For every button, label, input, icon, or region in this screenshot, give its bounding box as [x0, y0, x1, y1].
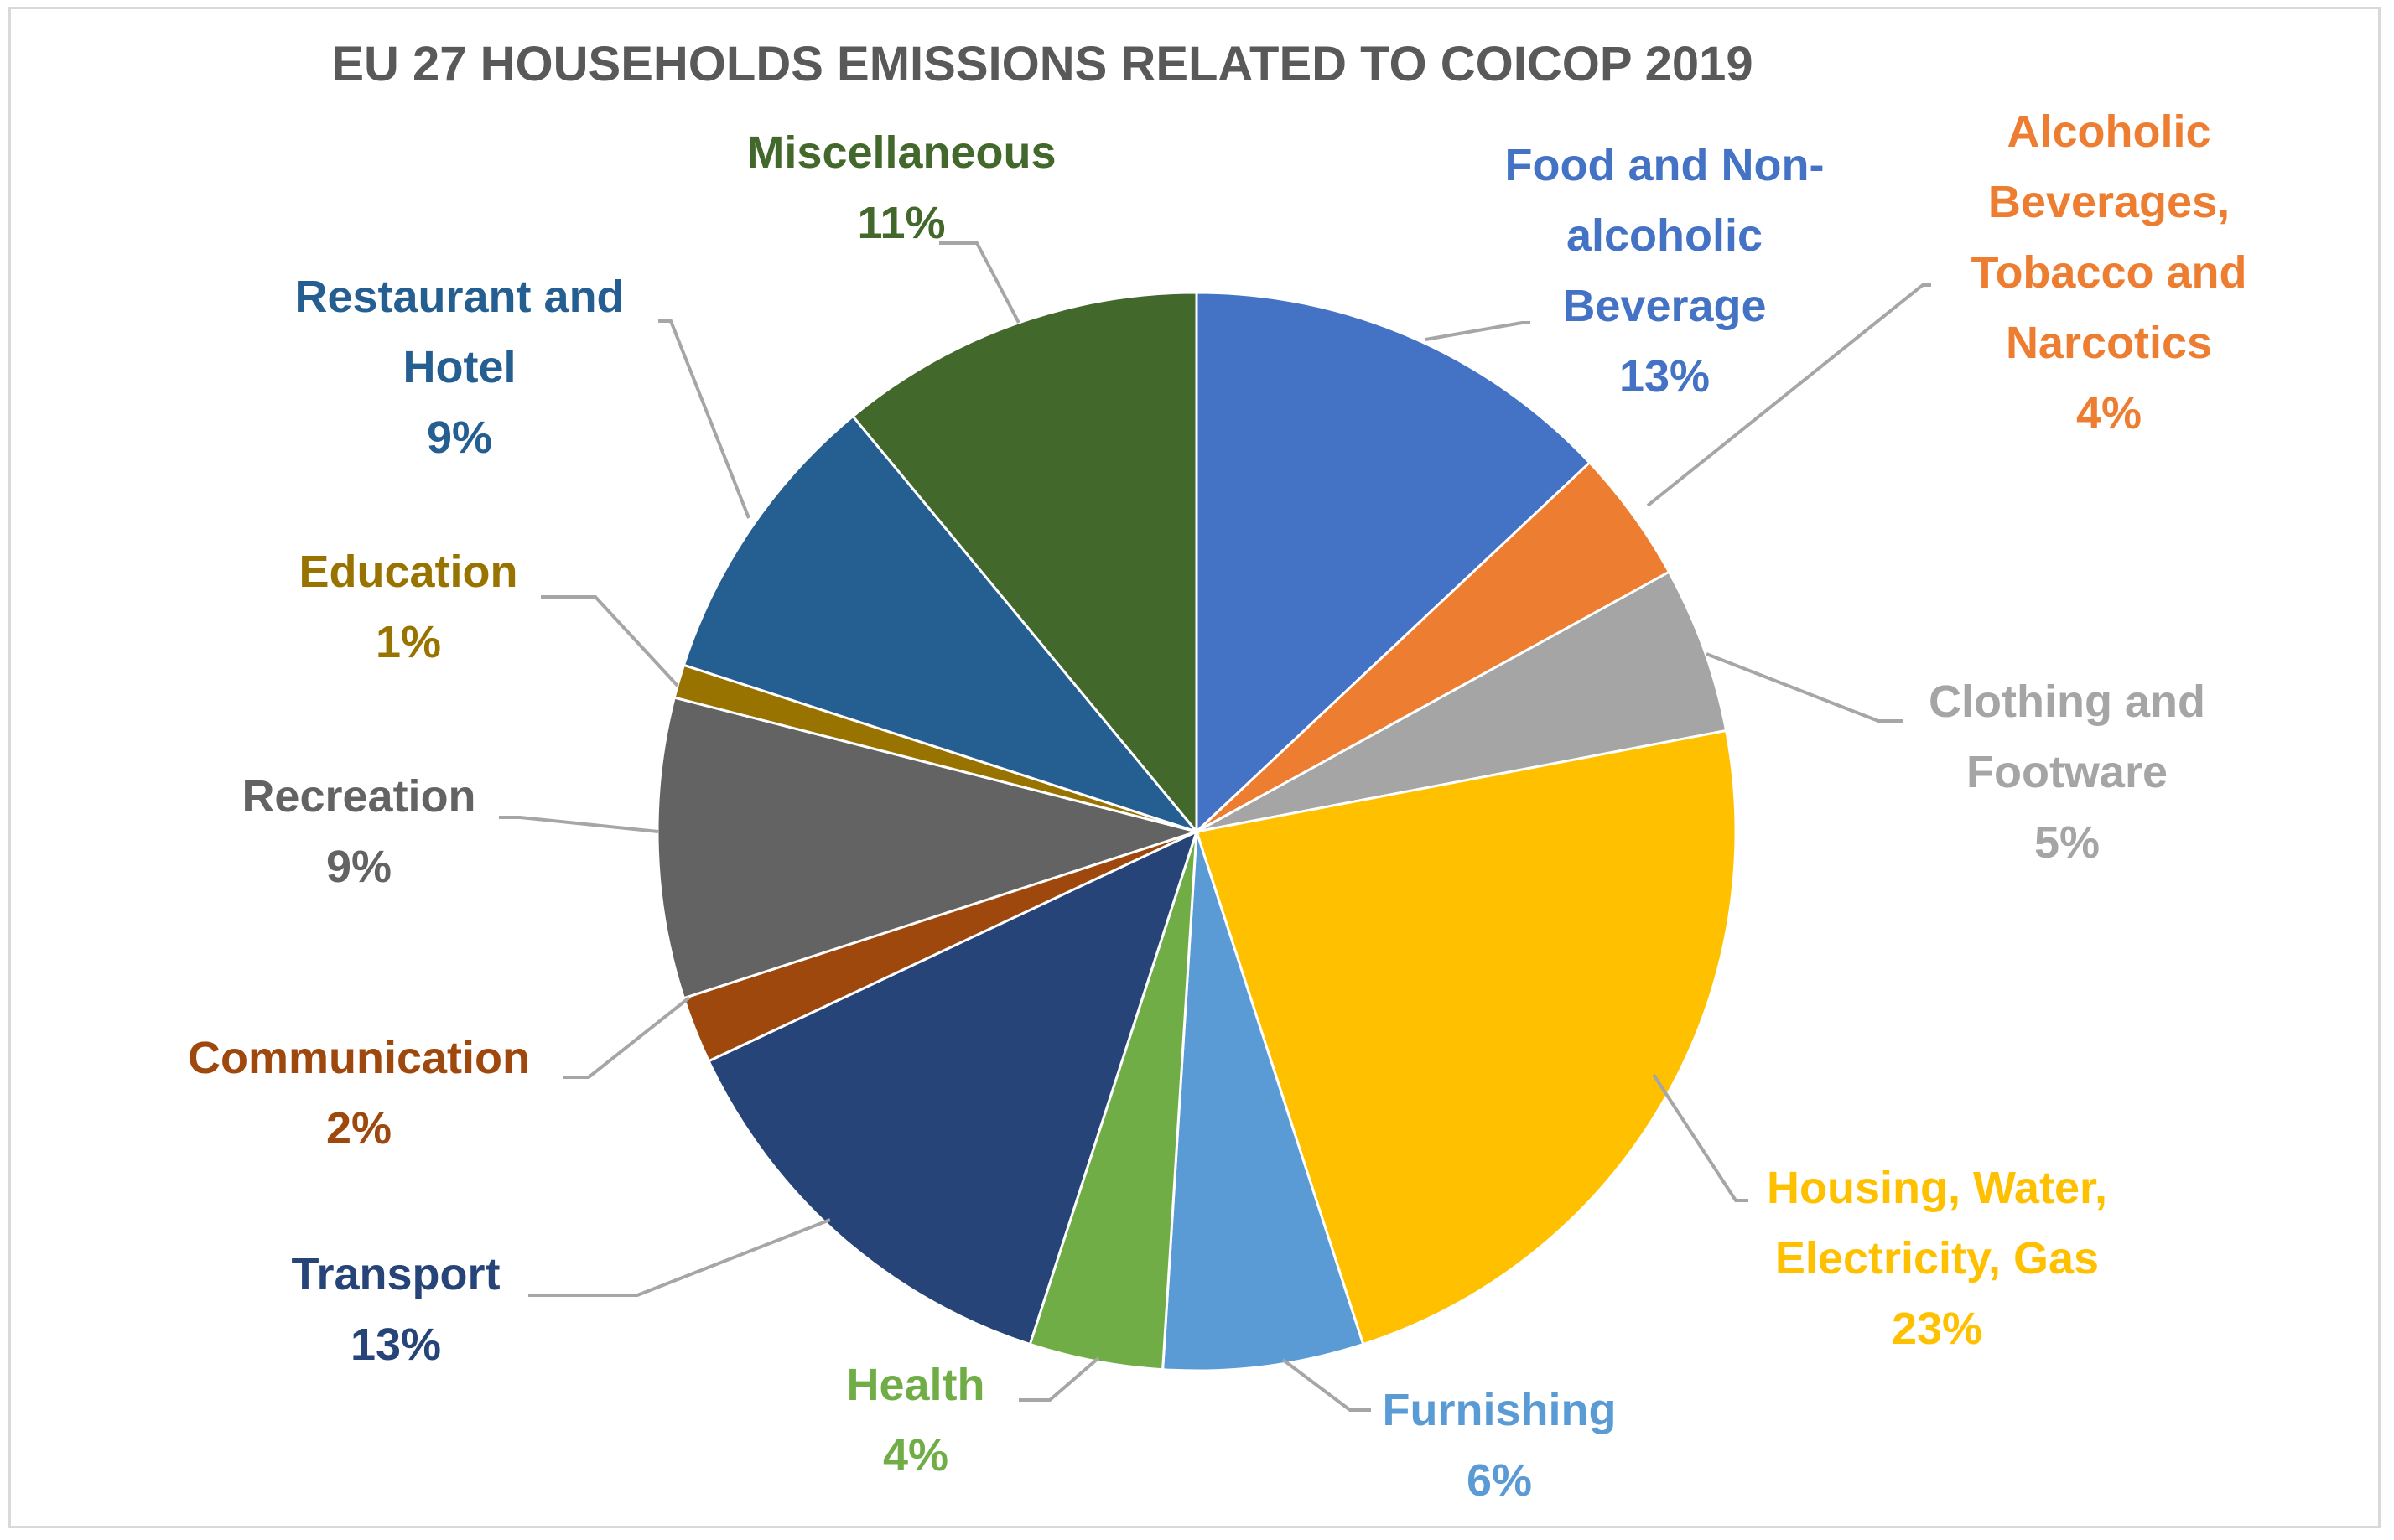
data-label-line-furnishing: Furnishing	[1383, 1385, 1617, 1435]
data-label-value-education: 1%	[376, 617, 441, 667]
data-label-line-recreation: Recreation	[241, 771, 475, 822]
data-label-value-furnishing: 6%	[1467, 1455, 1532, 1506]
data-label-line-restaurant: Hotel	[403, 342, 517, 392]
leader-line-furnishing	[1281, 1358, 1371, 1412]
pie-slices	[656, 291, 1737, 1372]
data-label-health: Health 4%	[846, 1360, 984, 1480]
data-label-furnishing: Furnishing 6%	[1383, 1385, 1617, 1506]
data-label-misc: Miscellaneous 11%	[746, 127, 1056, 248]
slice-recreation	[656, 696, 1202, 1000]
leader-line-clothing	[1706, 652, 1903, 723]
data-label-line-clothing: Clothing and	[1929, 677, 2205, 727]
data-label-line-housing: Housing, Water,	[1767, 1163, 2107, 1213]
data-label-value-housing: 23%	[1892, 1304, 1982, 1354]
data-label-communication: Communication 2%	[188, 1033, 530, 1154]
slice-misc	[851, 291, 1198, 836]
data-label-value-alcohol: 4%	[2076, 388, 2142, 438]
data-label-value-communication: 2%	[326, 1103, 392, 1154]
leader-line-housing	[1652, 1073, 1748, 1202]
data-label-food: Food and Non-alcoholic Beverage 13%	[1505, 140, 1825, 402]
slice-restaurant	[682, 414, 1201, 835]
leader-line-recreation	[499, 816, 659, 833]
data-label-transport: Transport 13%	[291, 1249, 500, 1370]
data-label-restaurant: Restaurant and Hotel 9%	[294, 272, 624, 463]
leader-lines	[499, 241, 1931, 1412]
data-label-value-health: 4%	[883, 1430, 948, 1480]
data-label-line-clothing: Footware	[1966, 747, 2168, 797]
chart-title: EU 27 HOUSEHOLDS EMISSIONS RELATED TO CO…	[331, 37, 1753, 91]
data-label-clothing: Clothing and Footware 5%	[1929, 677, 2205, 868]
slice-furnishing	[1161, 831, 1365, 1372]
slice-clothing	[1196, 570, 1728, 833]
data-label-value-restaurant: 9%	[427, 412, 492, 463]
data-label-recreation: Recreation 9%	[241, 771, 475, 892]
data-label-line-housing: Electricity, Gas	[1775, 1233, 2099, 1283]
leader-line-misc	[939, 241, 1020, 324]
leader-line-alcohol	[1646, 283, 1931, 507]
data-label-housing: Housing, Water, Electricity, Gas 23%	[1767, 1163, 2107, 1354]
data-label-value-misc: 11%	[857, 198, 945, 248]
data-label-line-misc: Miscellaneous	[746, 127, 1056, 178]
data-label-value-clothing: 5%	[2034, 817, 2100, 868]
data-labels: Food and Non-alcoholic Beverage 13% Alcohol…	[188, 106, 2247, 1506]
leader-line-education	[541, 595, 679, 687]
leader-line-health	[1019, 1356, 1100, 1402]
leader-line-food	[1425, 321, 1530, 341]
data-label-line-transport: Transport	[291, 1249, 500, 1299]
slice-food	[1195, 291, 1592, 835]
data-label-line-alcohol: Beverages,	[1988, 177, 2230, 227]
data-label-line-alcohol: Alcoholic	[2007, 106, 2210, 157]
data-label-value-recreation: 9%	[326, 842, 392, 892]
data-label-line-food: Food and Non-	[1505, 140, 1825, 190]
data-label-line-alcohol: Tobacco and	[1971, 247, 2246, 298]
data-label-line-restaurant: Restaurant and	[294, 272, 624, 322]
data-label-value-food: 13%	[1619, 351, 1710, 402]
slice-transport	[707, 829, 1199, 1346]
data-label-value-transport: 13%	[351, 1320, 441, 1370]
leader-line-restaurant	[658, 319, 750, 519]
data-label-line-education: Education	[299, 547, 517, 597]
data-label-line-alcohol: Narcotics	[2006, 318, 2212, 368]
data-label-alcohol: Alcoholic Beverages, Tobacco and Narcotics 4…	[1971, 106, 2246, 438]
leader-line-communication	[563, 996, 691, 1079]
data-label-line-food: alcoholic	[1566, 210, 1763, 261]
leader-line-transport	[528, 1218, 831, 1297]
data-label-line-food: Beverage	[1562, 281, 1766, 331]
data-label-line-communication: Communication	[188, 1033, 530, 1083]
slice-housing	[1195, 729, 1737, 1346]
data-label-line-health: Health	[846, 1360, 984, 1410]
data-label-education: Education 1%	[299, 547, 517, 667]
